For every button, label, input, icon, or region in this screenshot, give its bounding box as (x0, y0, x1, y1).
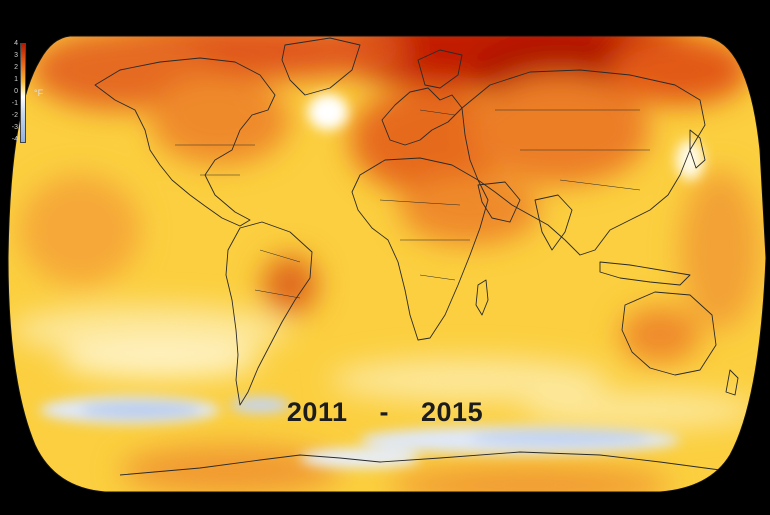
north-america-outline (94, 57, 276, 227)
legend-tick: -2 (11, 112, 18, 119)
coastlines (94, 37, 739, 476)
south-america-outline (225, 221, 313, 406)
scandinavia-outline (417, 49, 463, 89)
period-start: 2011 (286, 397, 348, 427)
period-label: 2011 - 2015 (0, 397, 770, 428)
period-separator: - (379, 397, 389, 427)
legend-tick: -3 (11, 124, 18, 131)
anomaly-field (10, 36, 760, 492)
india-outline (534, 194, 573, 251)
legend-tick: -4 (11, 136, 18, 143)
antarctica-outline (119, 451, 721, 476)
cold-anomalies (40, 94, 704, 468)
legend-tick: 0 (14, 88, 18, 95)
legend-tick: 1 (14, 76, 18, 83)
legend-tick: 4 (14, 40, 18, 47)
legend-tick: -1 (11, 100, 18, 107)
japan-outline (689, 129, 706, 169)
legend-unit: °F (34, 88, 44, 98)
arabia-outline (477, 181, 521, 223)
country-borders (175, 109, 650, 299)
legend-tick: 3 (14, 52, 18, 59)
asia-outline (461, 69, 706, 256)
period-end: 2015 (421, 397, 484, 427)
color-scale-legend: 4 3 2 1 0 -1 -2 -3 -4 °F (6, 40, 46, 148)
new-zealand-outline (725, 369, 739, 396)
madagascar-outline (475, 279, 489, 316)
greenland-outline (281, 37, 361, 96)
legend-color-bar (20, 43, 26, 143)
africa-outline (351, 157, 489, 341)
legend-tick: 2 (14, 64, 18, 71)
australia-outline (621, 291, 717, 376)
legend-tick-labels: 4 3 2 1 0 -1 -2 -3 -4 (6, 40, 18, 146)
indonesia-outline (599, 261, 691, 286)
